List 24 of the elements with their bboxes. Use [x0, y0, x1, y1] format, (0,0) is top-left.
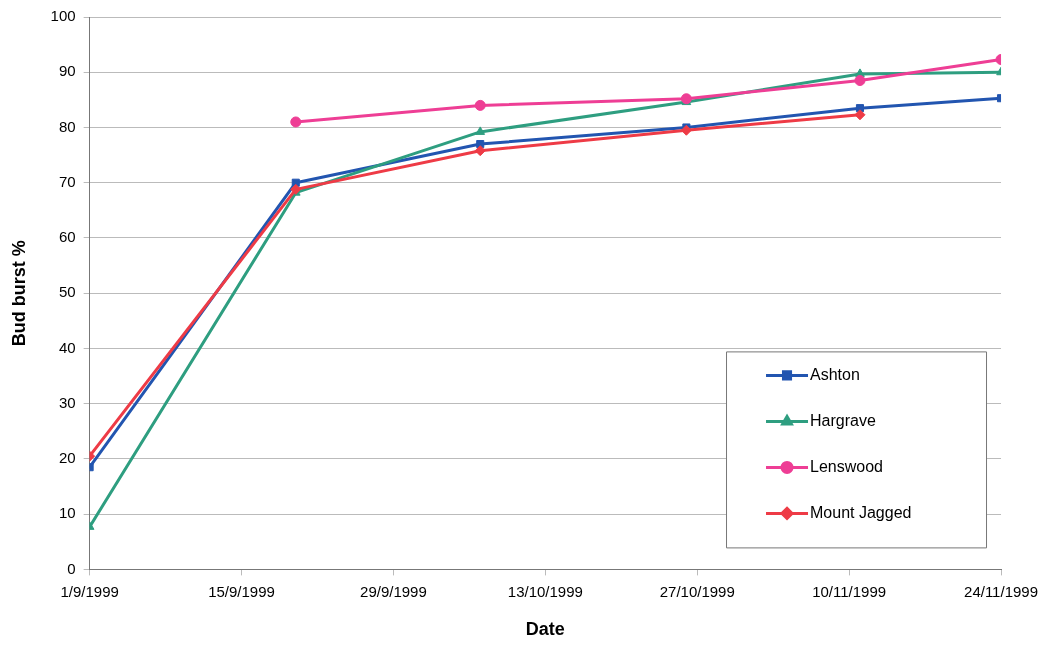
- x-tick-label: 13/10/1999: [507, 582, 583, 600]
- y-tick-label: 10: [58, 504, 76, 522]
- y-axis-title: Bud burst %: [8, 240, 29, 347]
- y-tick-label: 90: [58, 62, 76, 80]
- legend-label: Mount Jagged: [810, 503, 912, 521]
- x-tick-label: 15/9/1999: [208, 582, 275, 600]
- y-tick-label: 100: [50, 7, 76, 25]
- x-axis-title: Date: [525, 619, 565, 640]
- y-tick-label: 30: [58, 393, 76, 411]
- x-tick-label: 27/10/1999: [659, 582, 735, 600]
- legend-label: Ashton: [810, 365, 860, 383]
- legend-label: Hargrave: [810, 411, 876, 429]
- x-tick-label: 10/11/1999: [812, 582, 887, 600]
- y-tick-label: 50: [58, 283, 76, 301]
- legend-label: Lenswood: [810, 457, 883, 475]
- y-tick-label: 0: [67, 559, 76, 577]
- x-tick-label: 29/9/1999: [360, 582, 427, 600]
- y-tick-label: 20: [58, 449, 76, 467]
- x-tick-label: 1/9/1999: [60, 582, 119, 600]
- y-tick-label: 40: [58, 338, 76, 356]
- y-tick-label: 70: [58, 172, 76, 190]
- x-tick-label: 24/11/1999: [964, 582, 1038, 600]
- y-tick-label: 80: [58, 117, 76, 135]
- y-tick-label: 60: [58, 228, 76, 246]
